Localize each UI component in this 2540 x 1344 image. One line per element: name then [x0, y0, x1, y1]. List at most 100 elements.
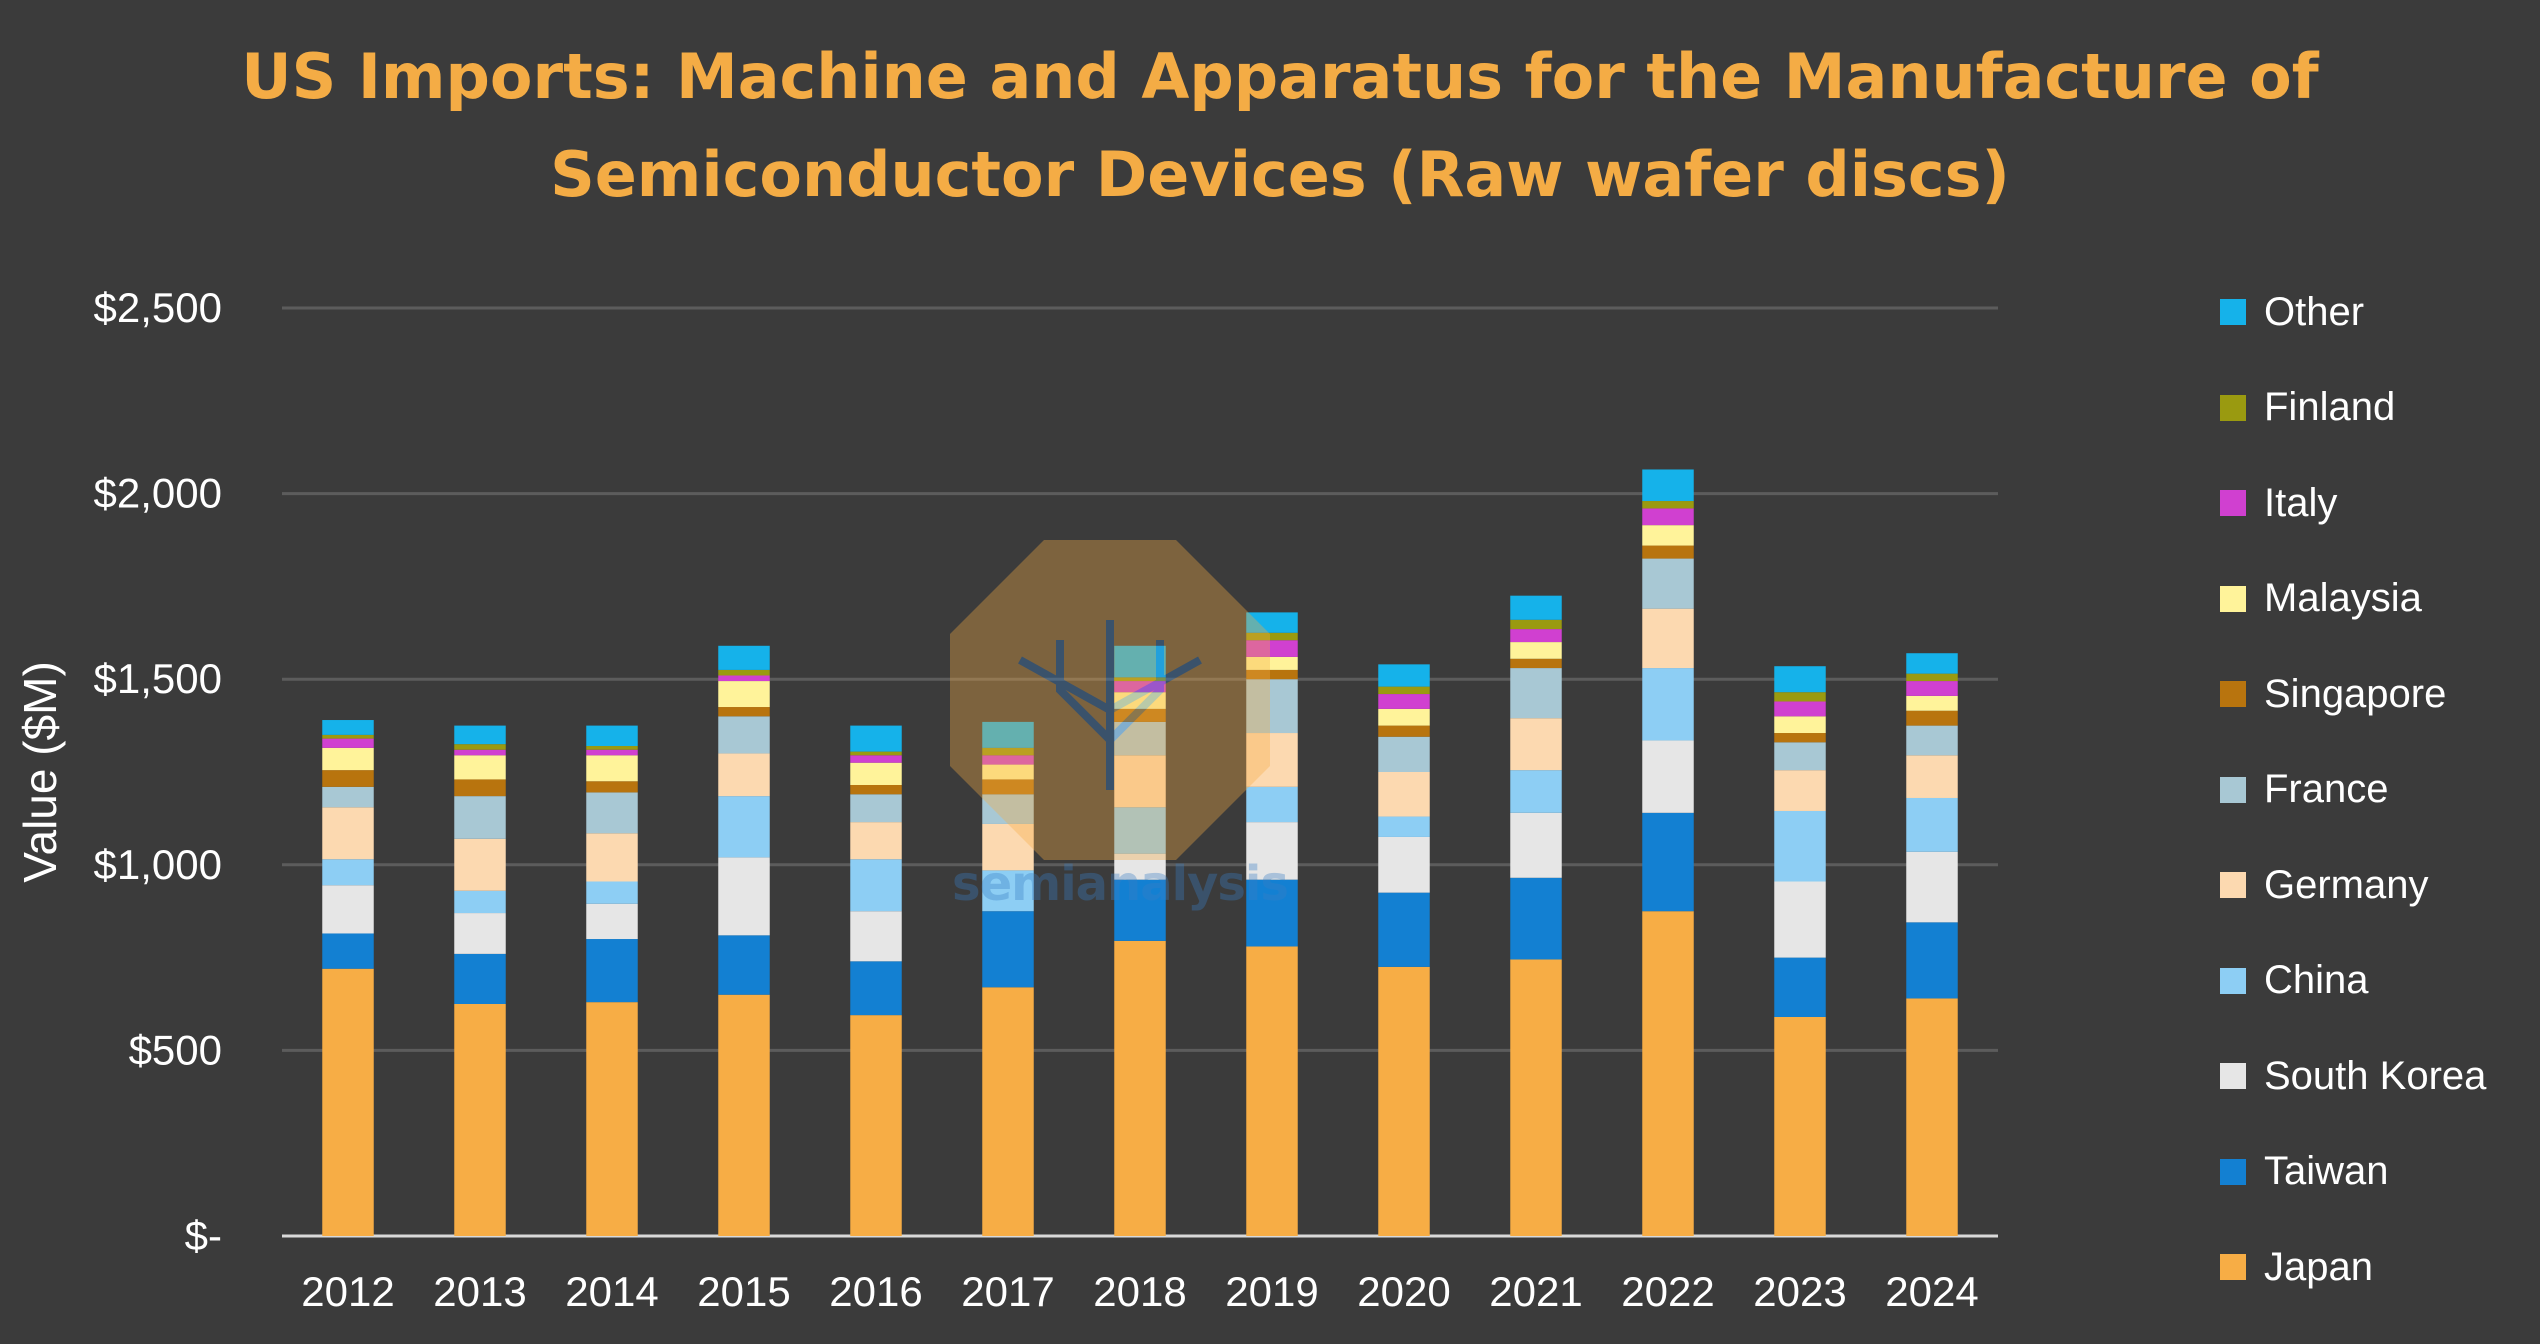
bar-segment-taiwan-2013 [454, 953, 506, 1004]
legend-item-germany: Germany [2220, 855, 2540, 915]
bar-segment-france-2012 [322, 786, 374, 808]
bar-segment-germany-2019 [1246, 733, 1298, 787]
legend-swatch [2220, 776, 2246, 803]
legend-label: Finland [2264, 385, 2396, 429]
bar-segment-malaysia-2014 [586, 755, 638, 782]
legend-label: Other [2264, 289, 2365, 334]
x-tick-label: 2018 [1093, 1268, 1186, 1315]
bar-segment-south-korea-2023 [1774, 881, 1826, 958]
bar-segment-other-2019 [1246, 612, 1298, 633]
bar-segment-japan-2016 [850, 1015, 902, 1236]
x-tick-label: 2020 [1357, 1268, 1450, 1315]
chart-title: US Imports: Machine and Apparatus for th… [0, 28, 2540, 224]
legend-item-finland: Finland [2220, 378, 2540, 438]
bar-segment-china-2021 [1510, 770, 1562, 813]
bar-segment-taiwan-2015 [718, 935, 770, 995]
legend-label: Malaysia [2264, 576, 2422, 620]
y-tick-label: $1,500 [94, 655, 222, 702]
legend-label: France [2264, 767, 2389, 811]
legend-swatch [2220, 1158, 2246, 1185]
bar-segment-other-2024 [1906, 653, 1958, 674]
bar-segment-finland-2021 [1510, 619, 1562, 630]
bar-segment-taiwan-2023 [1774, 957, 1826, 1017]
legend-swatch [2220, 681, 2246, 707]
bar-segment-malaysia-2012 [322, 747, 374, 771]
bar-segment-taiwan-2012 [322, 933, 374, 969]
legend-item-france: France [2220, 760, 2540, 820]
bar-segment-china-2024 [1906, 797, 1958, 852]
x-tick-label: 2012 [301, 1268, 394, 1315]
legend-swatch [2220, 872, 2246, 898]
bar-segment-other-2012 [322, 720, 374, 735]
y-tick-label: $2,500 [94, 284, 222, 331]
bar-segment-italy-2022 [1642, 508, 1694, 526]
bar-segment-singapore-2022 [1642, 545, 1694, 559]
y-tick-label: $1,000 [94, 841, 222, 888]
bar-segment-other-2022 [1642, 469, 1694, 502]
bar-segment-singapore-2021 [1510, 658, 1562, 669]
bar-segment-taiwan-2016 [850, 961, 902, 1016]
y-tick-label: $500 [129, 1026, 222, 1073]
bar-segment-finland-2018 [1114, 677, 1166, 682]
bar-segment-singapore-2023 [1774, 733, 1826, 743]
watermark-text: semianalysis [952, 856, 1289, 912]
bar-segment-malaysia-2023 [1774, 716, 1826, 734]
bar-segment-japan-2015 [718, 994, 770, 1236]
bar-segment-france-2020 [1378, 736, 1430, 772]
bar-segment-germany-2015 [718, 753, 770, 797]
bar-segment-france-2016 [850, 794, 902, 823]
x-tick-label: 2021 [1489, 1268, 1582, 1315]
legend-item-taiwan: Taiwan [2220, 1142, 2540, 1202]
bar-segment-japan-2017 [982, 987, 1034, 1236]
legend-label: Japan [2264, 1244, 2373, 1289]
bar-segment-finland-2014 [586, 746, 638, 750]
bar-segment-china-2016 [850, 859, 902, 912]
bar-segment-finland-2015 [718, 669, 770, 676]
bar-segment-italy-2024 [1906, 681, 1958, 696]
legend-item-other: Other [2220, 282, 2540, 342]
bar-segment-malaysia-2019 [1246, 656, 1298, 670]
bar-segment-taiwan-2018 [1114, 879, 1166, 941]
legend-swatch [2220, 299, 2246, 325]
bar-segment-malaysia-2022 [1642, 525, 1694, 546]
bar-segment-finland-2020 [1378, 686, 1430, 695]
bar-segment-italy-2017 [982, 755, 1034, 765]
bar-segment-china-2020 [1378, 816, 1430, 837]
bar-segment-germany-2021 [1510, 718, 1562, 771]
bar-segment-japan-2021 [1510, 959, 1562, 1236]
bar-segment-china-2017 [982, 870, 1034, 912]
bar-segment-italy-2016 [850, 755, 902, 763]
bar-segment-south-korea-2014 [586, 903, 638, 940]
chart-title-line-1: US Imports: Machine and Apparatus for th… [241, 40, 2319, 113]
bar-segment-france-2014 [586, 792, 638, 834]
x-tick-label: 2022 [1621, 1268, 1714, 1315]
bar-segment-france-2017 [982, 794, 1034, 824]
legend-swatch [2220, 585, 2246, 612]
bar-segment-malaysia-2024 [1906, 695, 1958, 711]
bar-segment-singapore-2017 [982, 779, 1034, 795]
y-tick-label: $- [185, 1212, 222, 1259]
bar-segment-italy-2018 [1114, 681, 1166, 693]
bar-segment-other-2018 [1114, 645, 1166, 678]
bar-segment-other-2020 [1378, 664, 1430, 687]
bar-segment-other-2013 [454, 725, 506, 745]
bar-segment-china-2013 [454, 890, 506, 914]
bar-segment-china-2018 [1114, 807, 1166, 854]
bar-segment-italy-2019 [1246, 640, 1298, 657]
bar-segment-italy-2014 [586, 749, 638, 756]
bar-segment-finland-2023 [1774, 692, 1826, 702]
legend-swatch [2220, 1063, 2246, 1089]
x-tick-label: 2019 [1225, 1268, 1318, 1315]
bar-segment-taiwan-2024 [1906, 922, 1958, 999]
bar-segment-other-2017 [982, 721, 1034, 748]
legend-item-south-korea: South Korea [2220, 1046, 2540, 1106]
bar-segment-japan-2022 [1642, 911, 1694, 1236]
x-tick-label: 2017 [961, 1268, 1054, 1315]
bar-segment-south-korea-2013 [454, 913, 506, 954]
y-tick-label: $2,000 [94, 470, 222, 517]
bar-segment-china-2023 [1774, 810, 1826, 882]
bar-segment-taiwan-2021 [1510, 877, 1562, 960]
legend-item-japan: Japan [2220, 1237, 2540, 1297]
bar-segment-germany-2012 [322, 807, 374, 860]
bar-segment-germany-2014 [586, 833, 638, 882]
